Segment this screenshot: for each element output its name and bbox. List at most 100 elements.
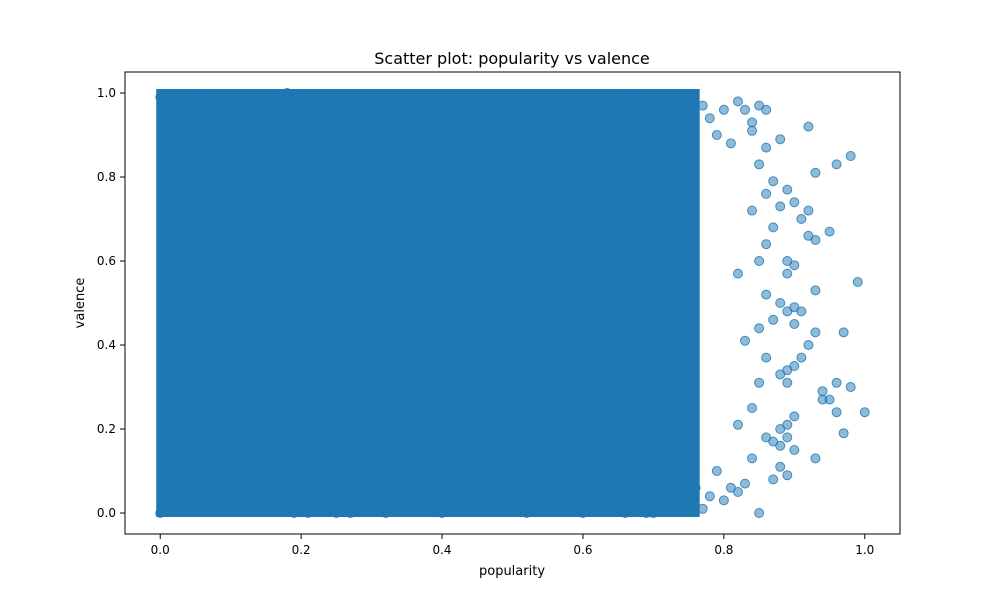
scatter-point [155,92,166,103]
scatter-point [803,205,814,216]
chart-title: Scatter plot: popularity vs valence [374,49,650,68]
scatter-point [775,461,786,472]
scatter-point [789,260,800,271]
scatter-point [732,268,743,279]
scatter-point [789,197,800,208]
scatter-point [796,306,807,317]
scatter-point [768,222,779,233]
x-axis-ticks: 0.0 0.2 0.4 0.6 0.8 1.0 [151,534,874,557]
x-tick-label: 0.4 [432,543,451,557]
x-axis-label: popularity [479,564,545,579]
x-tick-label: 0.8 [714,543,733,557]
scatter-point [725,482,736,493]
scatter-point [768,474,779,485]
scatter-point [754,508,765,518]
scatter-point [704,491,715,502]
scatter-point [740,104,750,115]
scatter-point [761,289,772,300]
scatter-point [697,503,708,514]
scatter-point [747,125,758,136]
dense-points-layer [156,89,700,517]
scatter-point [831,377,842,388]
scatter-point [803,340,814,350]
x-tick-label: 1.0 [855,543,874,557]
scatter-point [289,508,300,518]
scatter-point [740,335,750,346]
scatter-point [803,230,814,241]
scatter-point [782,377,793,388]
y-tick-label: 1.0 [97,86,116,100]
scatter-point [754,377,765,388]
scatter-point [732,96,743,107]
scatter-point [775,369,786,380]
scatter-point [697,100,708,111]
y-tick-label: 0.6 [97,254,116,268]
scatter-point [838,327,849,338]
scatter-point [711,466,722,476]
scatter-point [303,508,314,518]
scatter-point [852,277,863,287]
scatter-point [718,495,729,506]
scatter-point [190,92,201,103]
scatter-point [775,298,786,308]
scatter-point [761,104,772,115]
scatter-point [747,403,758,413]
scatter-point [521,508,532,518]
scatter-point [761,142,772,153]
x-tick-label: 0.6 [573,543,592,557]
scatter-point [761,352,772,363]
scatter-point [803,121,814,132]
scatter-point [789,319,800,329]
scatter-point [775,440,786,451]
scatter-point [754,159,765,170]
scatter-point [345,508,356,518]
scatter-point [754,256,765,266]
scatter-point [577,508,588,518]
scatter-point [768,176,779,187]
scatter-point [775,134,786,145]
scatter-point [380,508,391,518]
scatter-point [690,482,701,493]
scatter-point [789,411,800,422]
scatter-point [648,508,659,518]
scatter-point [747,453,758,464]
scatter-point [627,92,638,103]
scatter-point [704,113,715,124]
scatter-point [155,508,166,518]
scatter-point [789,445,800,455]
scatter-point [437,508,448,518]
scatter-point [824,226,835,237]
scatter-point [824,394,835,405]
scatter-point [782,432,793,443]
scatter-point [754,323,765,334]
scatter-point [711,130,722,140]
x-tick-label: 0.2 [292,543,311,557]
plot-frame [124,71,901,535]
scatter-point [845,382,856,392]
scatter-point [725,138,736,149]
scatter-point [831,159,842,170]
scatter-point [768,314,779,325]
scatter-point [838,428,849,439]
y-axis-label: valence [73,278,88,329]
scatter-point [782,184,793,195]
scatter-point [810,167,821,178]
scatter-point [282,88,293,98]
scatter-point [761,188,772,199]
y-tick-label: 0.8 [97,170,116,184]
y-axis-ticks: 0.0 0.2 0.4 0.6 0.8 1.0 [97,86,125,520]
scatter-point [859,407,870,418]
scatter-point [782,470,793,481]
scatter-point [747,205,758,216]
scatter-point [775,424,786,434]
scatter-point [761,239,772,250]
scatter-point [810,327,821,338]
scatter-point [732,419,743,430]
scatter-point [810,453,821,464]
scatter-point [620,508,631,518]
scatter-point [775,201,786,212]
scatter-point [761,432,772,443]
dense-point-cloud [156,89,700,517]
